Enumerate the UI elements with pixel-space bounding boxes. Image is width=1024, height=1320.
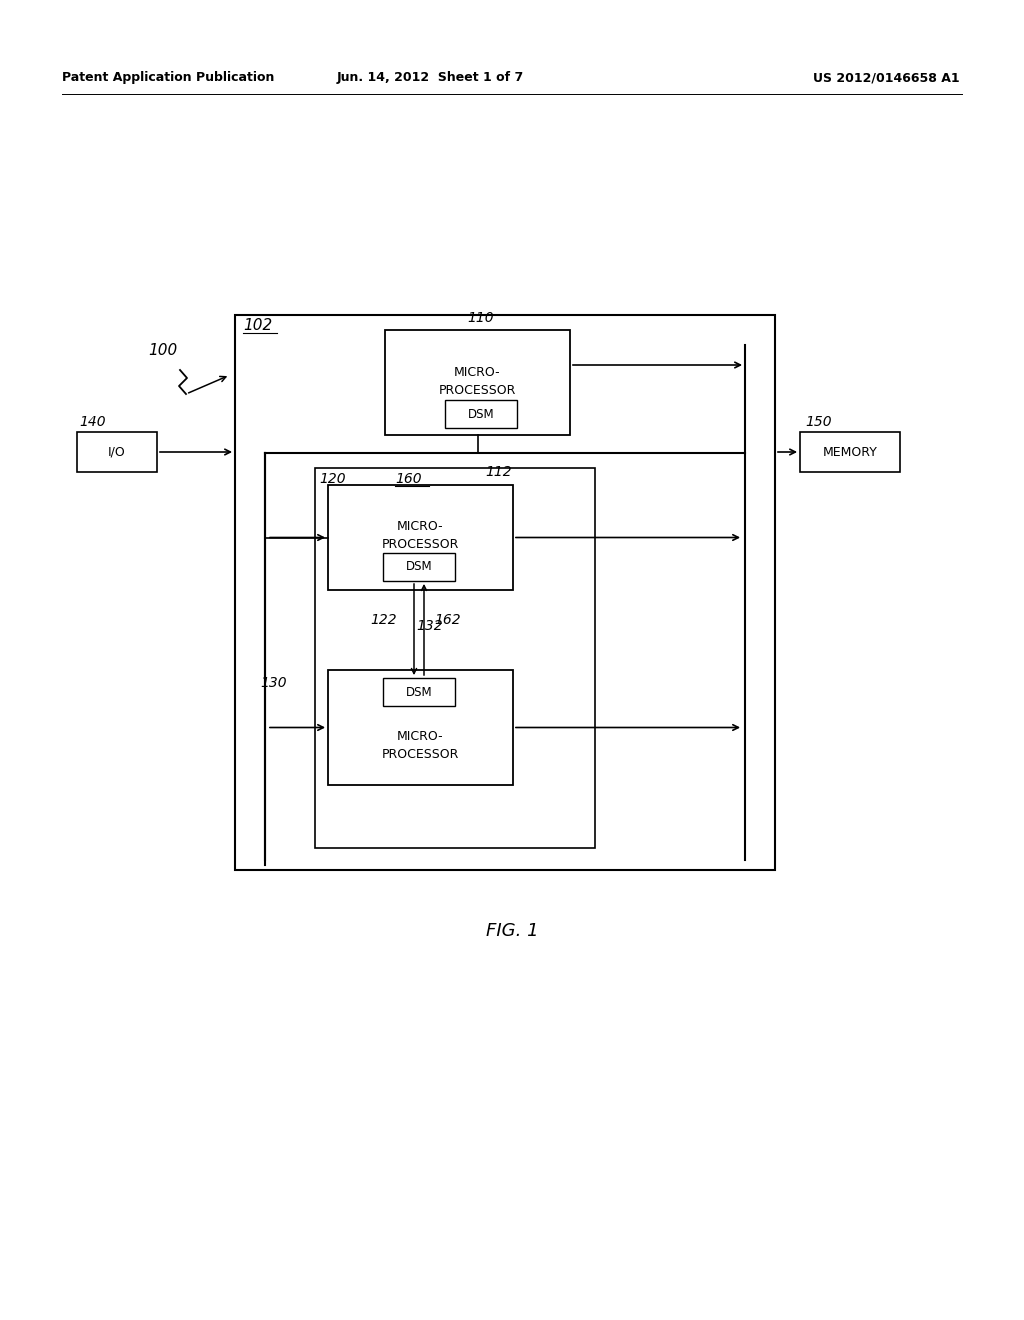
- Text: 130: 130: [260, 676, 287, 690]
- Text: 120: 120: [319, 473, 346, 486]
- Bar: [385, 330, 570, 436]
- Text: 110: 110: [468, 312, 495, 325]
- Bar: [328, 484, 513, 590]
- Bar: [234, 315, 775, 870]
- Text: 100: 100: [148, 343, 177, 358]
- Text: MICRO-
PROCESSOR: MICRO- PROCESSOR: [382, 730, 459, 760]
- Bar: [77, 432, 157, 473]
- Text: 112: 112: [485, 465, 512, 479]
- Text: DSM: DSM: [406, 685, 432, 698]
- Text: I/O: I/O: [109, 446, 126, 458]
- Text: 160: 160: [395, 473, 422, 486]
- Text: DSM: DSM: [406, 561, 432, 573]
- Text: US 2012/0146658 A1: US 2012/0146658 A1: [813, 71, 961, 84]
- Text: MICRO-
PROCESSOR: MICRO- PROCESSOR: [439, 367, 516, 397]
- Bar: [445, 400, 517, 428]
- Text: 102: 102: [243, 318, 272, 333]
- Bar: [800, 432, 900, 473]
- Bar: [328, 671, 513, 785]
- Bar: [315, 469, 595, 847]
- Text: 162: 162: [434, 612, 461, 627]
- Bar: [383, 678, 455, 706]
- Text: 150: 150: [805, 414, 831, 429]
- Text: FIG. 1: FIG. 1: [485, 921, 539, 940]
- Text: 140: 140: [79, 414, 105, 429]
- Text: 132: 132: [416, 619, 442, 632]
- Text: DSM: DSM: [468, 408, 495, 421]
- Text: 122: 122: [371, 612, 397, 627]
- Text: MICRO-
PROCESSOR: MICRO- PROCESSOR: [382, 520, 459, 550]
- Text: MEMORY: MEMORY: [822, 446, 878, 458]
- Text: Patent Application Publication: Patent Application Publication: [62, 71, 274, 84]
- Text: Jun. 14, 2012  Sheet 1 of 7: Jun. 14, 2012 Sheet 1 of 7: [336, 71, 523, 84]
- Bar: [383, 553, 455, 581]
